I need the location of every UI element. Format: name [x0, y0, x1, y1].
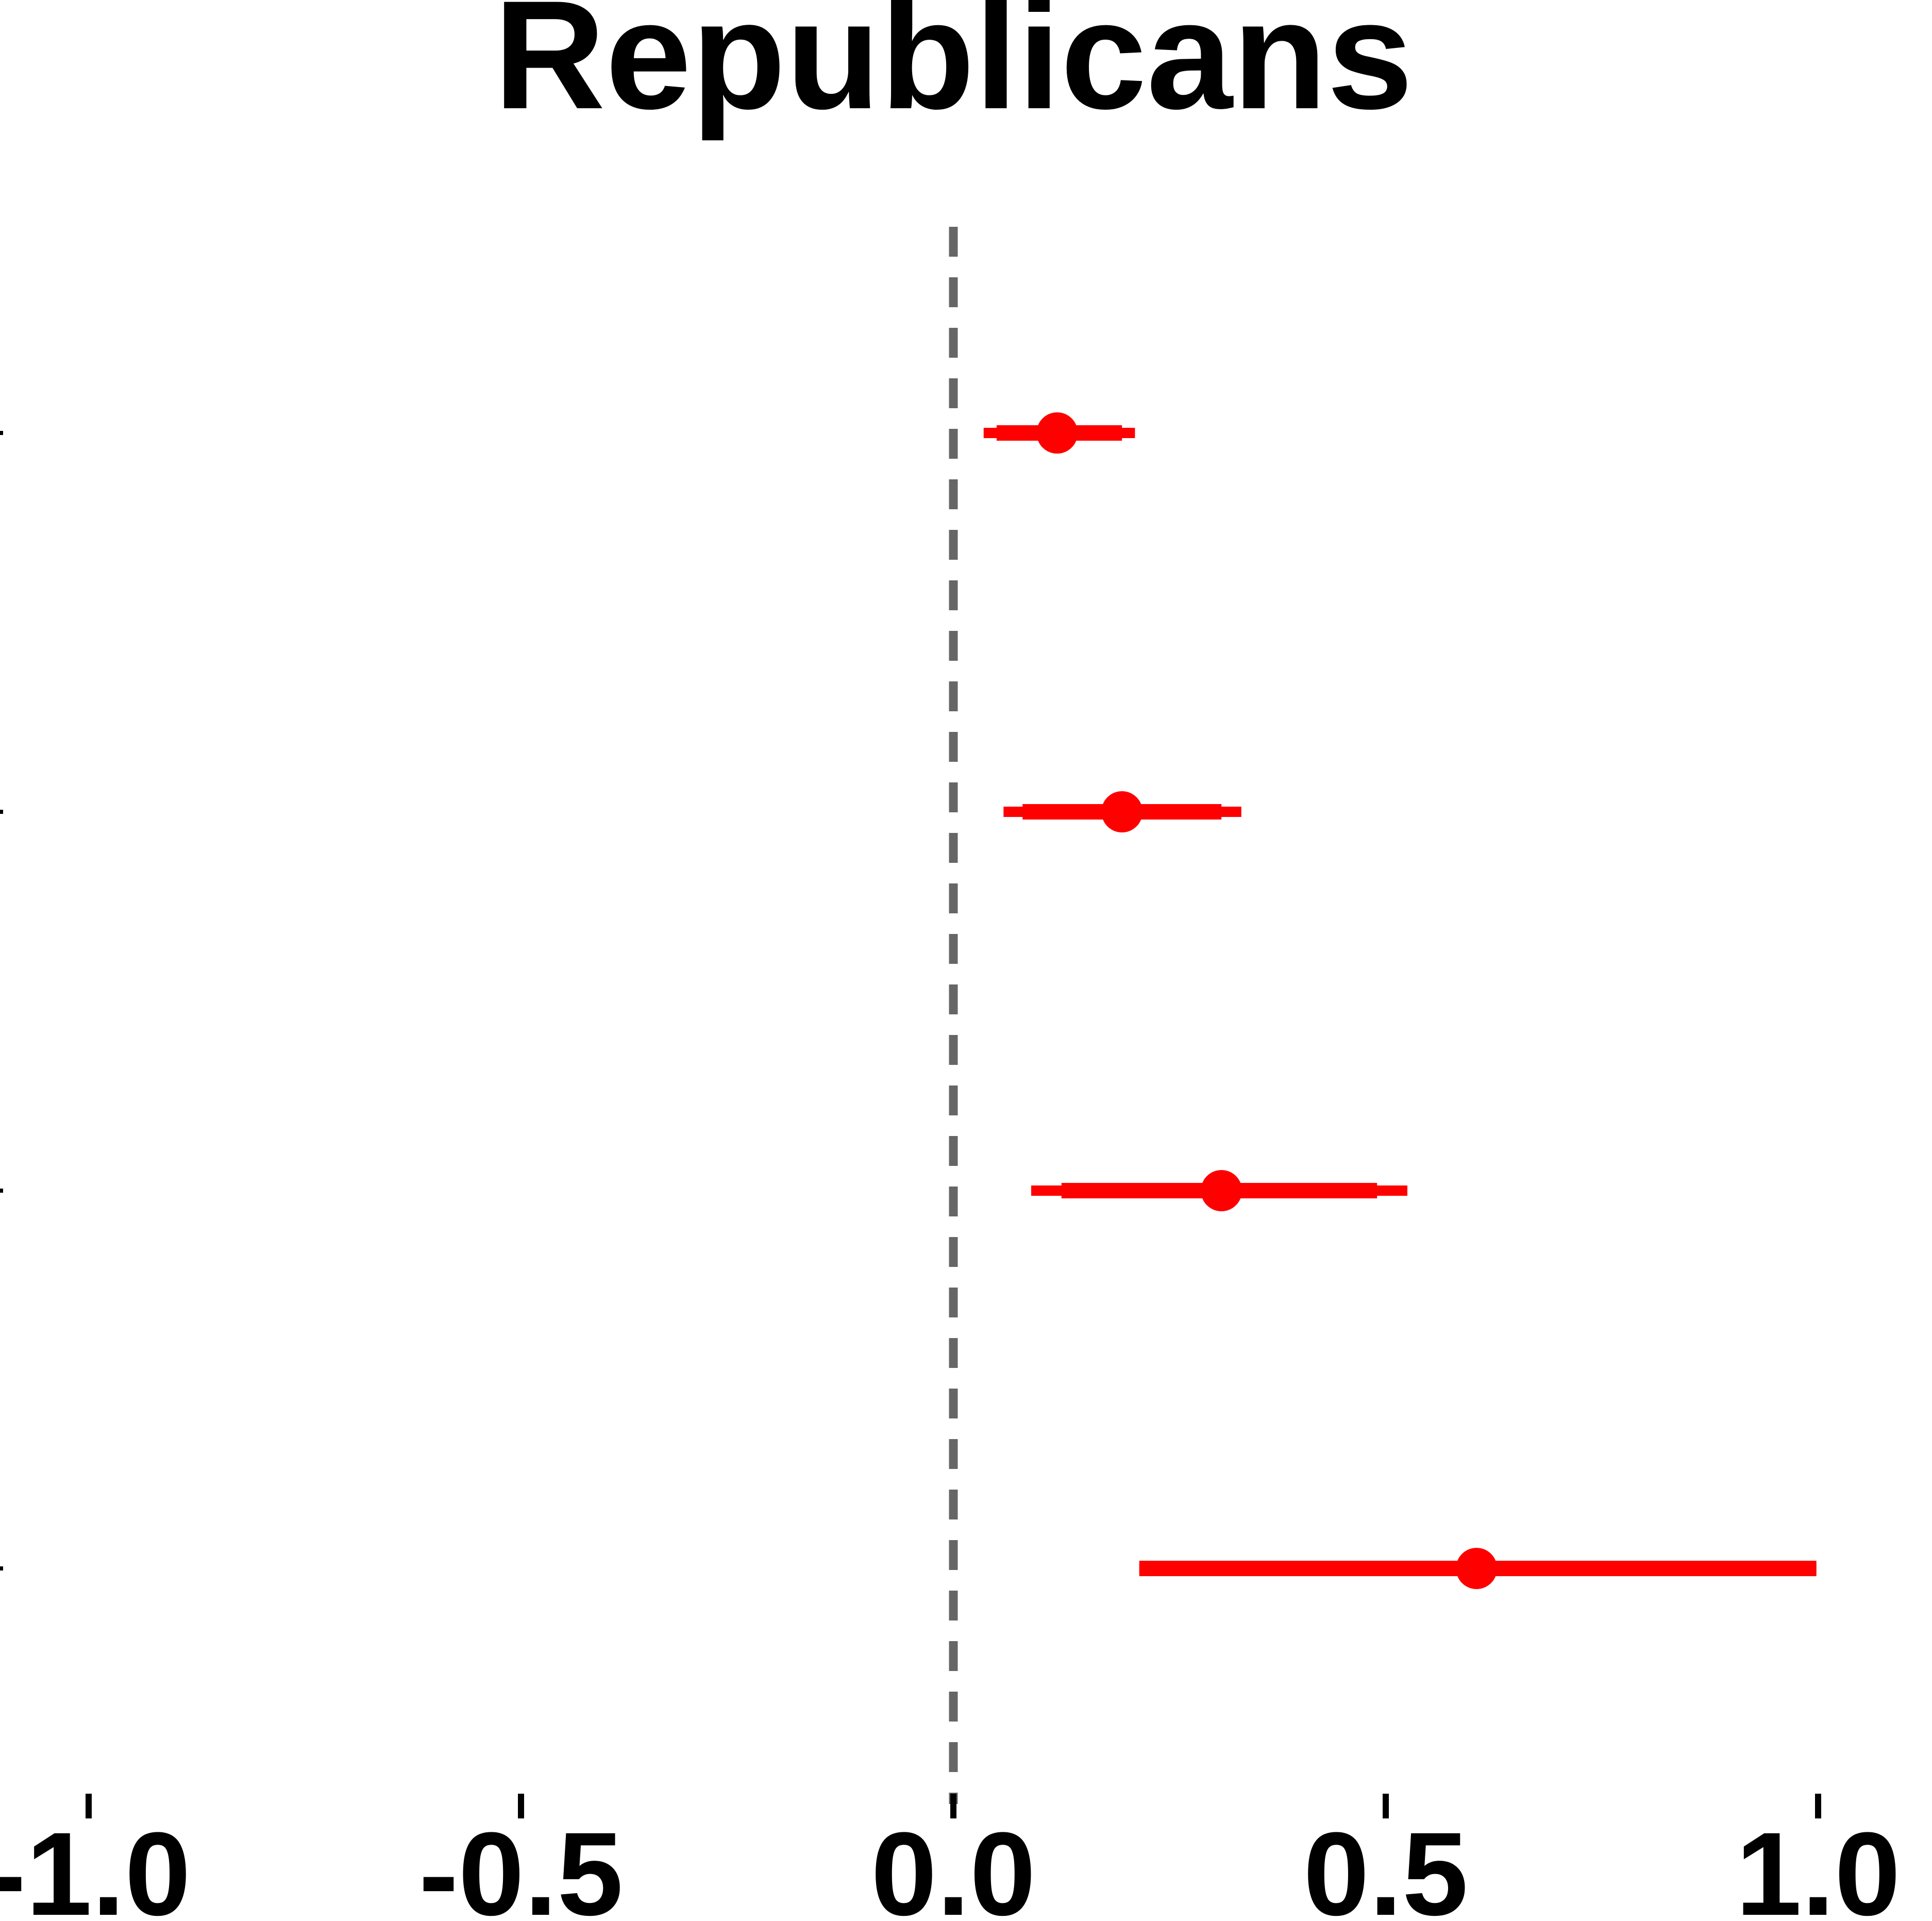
x-tick-label: 0.5 [1303, 1808, 1468, 1921]
x-tick-label: -0.5 [419, 1808, 623, 1921]
point-estimate [1101, 791, 1143, 832]
x-tick-label: -1.0 [0, 1808, 191, 1921]
point-estimate [1201, 1170, 1242, 1211]
x-tick-label: 1.0 [1736, 1808, 1901, 1921]
point-estimate [1456, 1548, 1498, 1589]
chart-title: Republicans [494, 0, 1413, 142]
x-tick-label: 0.0 [871, 1808, 1036, 1921]
point-estimate [1036, 412, 1078, 454]
